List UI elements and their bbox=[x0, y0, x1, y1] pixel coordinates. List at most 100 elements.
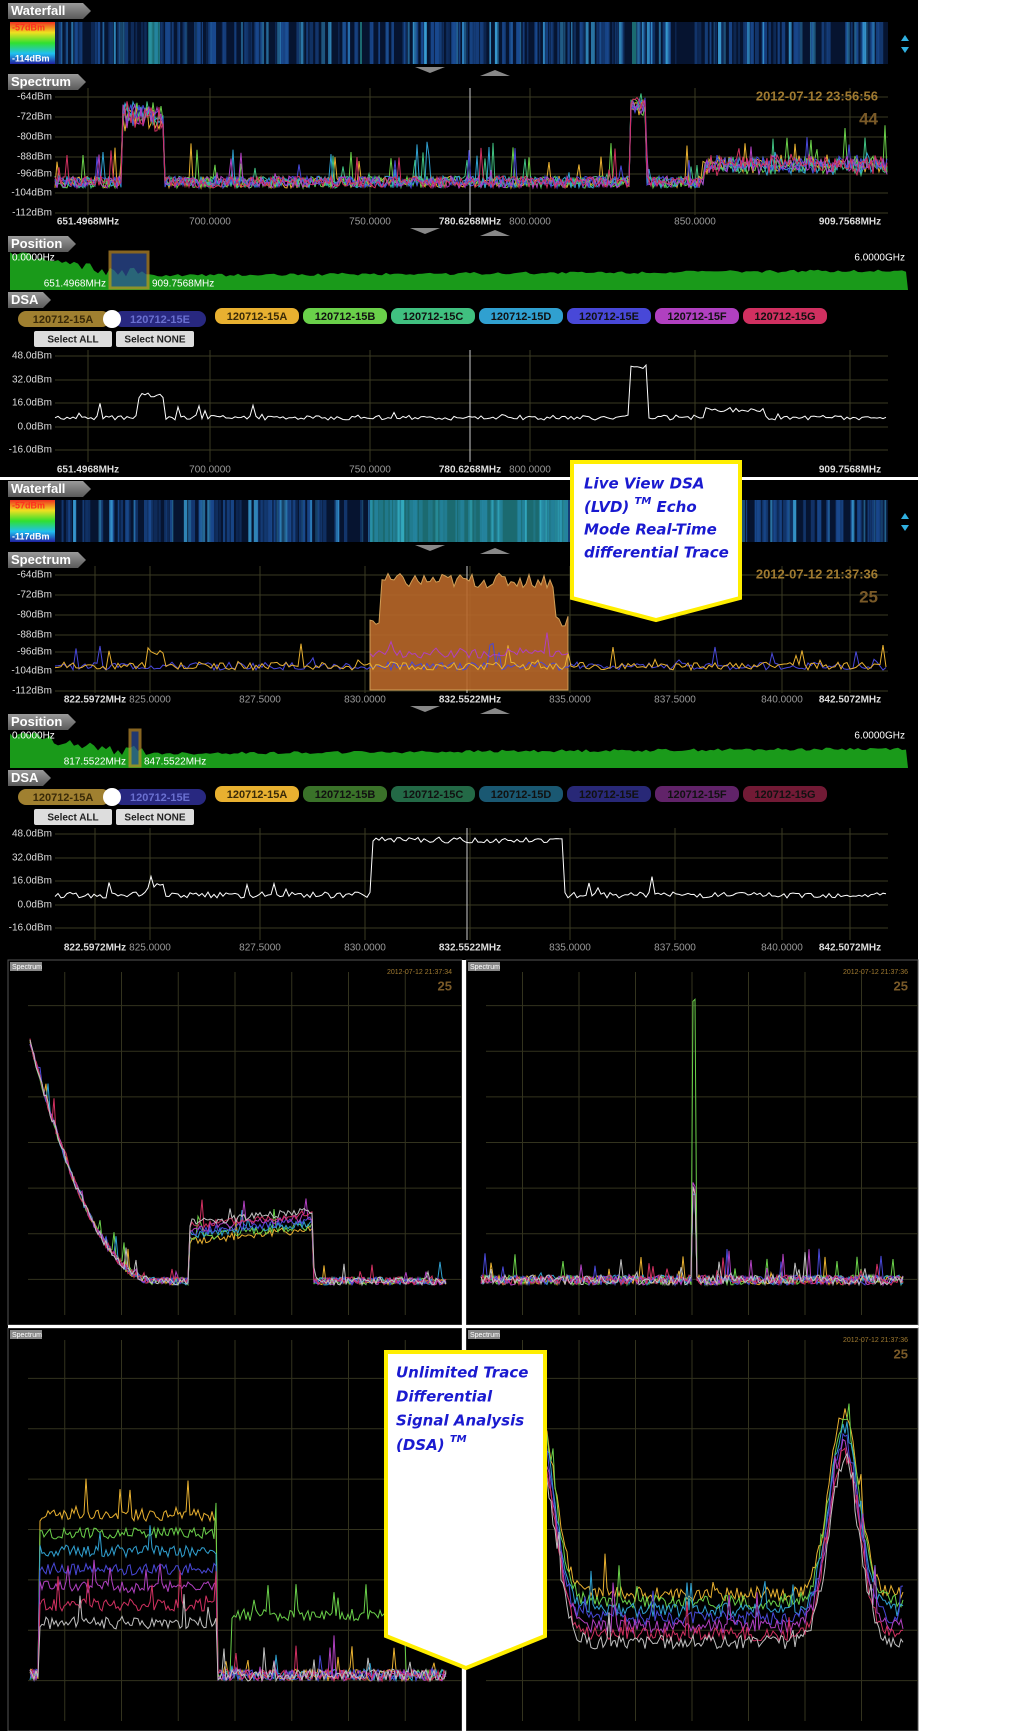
callout-text: (DSA) TM bbox=[396, 1434, 467, 1454]
compare-pill[interactable] bbox=[18, 311, 110, 327]
waterfall-streak bbox=[641, 22, 645, 64]
waterfall-streak bbox=[747, 22, 750, 64]
section-tab-label: DSA bbox=[11, 770, 39, 785]
compare-toggle[interactable] bbox=[103, 310, 121, 328]
scroll-up bbox=[901, 513, 909, 519]
waterfall-streak bbox=[870, 22, 873, 64]
waterfall-streak bbox=[368, 500, 370, 542]
trace-pill-label: 120712-15E bbox=[579, 789, 639, 801]
trace-pill[interactable] bbox=[303, 308, 387, 324]
y-axis-label: 48.0dBm bbox=[12, 829, 52, 840]
callout-text: (LVD) TM Echo bbox=[584, 492, 697, 516]
scale-max: -57dBm bbox=[12, 500, 45, 510]
waterfall-streak bbox=[159, 22, 163, 64]
waterfall-streak bbox=[598, 22, 601, 64]
trace-pill[interactable] bbox=[215, 308, 299, 324]
x-axis-label: 842.5072MHz bbox=[819, 943, 881, 954]
trace-pill[interactable] bbox=[655, 786, 739, 802]
waterfall-streak bbox=[81, 22, 83, 64]
waterfall-streak bbox=[871, 22, 875, 64]
span-start: 651.4968MHz bbox=[44, 279, 106, 290]
scale-min: -117dBm bbox=[12, 531, 50, 541]
trace-pill-label: 120712-15C bbox=[403, 311, 464, 323]
button-label: Select NONE bbox=[124, 813, 185, 824]
waterfall-streak bbox=[240, 22, 243, 64]
y-axis-label: -16.0dBm bbox=[9, 923, 52, 934]
waterfall-streak bbox=[282, 22, 284, 64]
waterfall-streak bbox=[665, 22, 667, 64]
position-stop: 6.0000GHz bbox=[854, 253, 905, 264]
button[interactable] bbox=[34, 331, 112, 347]
callout-box bbox=[570, 460, 742, 623]
trace-pill[interactable] bbox=[391, 308, 475, 324]
trace-pill[interactable] bbox=[479, 786, 563, 802]
waterfall-streak bbox=[60, 22, 63, 64]
section-tab-label: Spectrum bbox=[11, 552, 71, 567]
waterfall-streak bbox=[788, 22, 792, 64]
trace-pill[interactable] bbox=[743, 786, 827, 802]
waterfall-streak bbox=[463, 22, 467, 64]
waterfall-streak bbox=[522, 22, 525, 64]
waterfall-streak bbox=[560, 22, 564, 64]
waterfall-streak bbox=[666, 22, 671, 64]
waterfall-streak bbox=[253, 500, 258, 542]
callout-text: Differential bbox=[396, 1388, 493, 1406]
trace-pill[interactable] bbox=[391, 786, 475, 802]
waterfall-streak bbox=[343, 500, 348, 542]
button[interactable] bbox=[116, 809, 194, 825]
waterfall-streak bbox=[551, 22, 555, 64]
section-tab bbox=[8, 552, 86, 568]
waterfall-streak bbox=[811, 22, 813, 64]
waterfall-band bbox=[360, 22, 362, 64]
section-tab-label: Spectrum bbox=[12, 1332, 42, 1339]
trace-pill[interactable] bbox=[215, 786, 299, 802]
compare-label: 120712-15E bbox=[130, 792, 190, 804]
waterfall-streak bbox=[854, 22, 857, 64]
waterfall-streak bbox=[218, 500, 221, 542]
waterfall-streak bbox=[783, 500, 787, 542]
y-axis-label: -72dBm bbox=[17, 112, 52, 123]
timestamp: 2012-07-12 21:37:36 bbox=[756, 566, 878, 581]
waterfall-streak bbox=[368, 500, 371, 542]
waterfall-band bbox=[632, 22, 636, 64]
compare-pill[interactable] bbox=[18, 789, 110, 805]
trace-pill[interactable] bbox=[743, 308, 827, 324]
section-tab bbox=[10, 962, 42, 971]
waterfall-streak bbox=[743, 22, 747, 64]
button[interactable] bbox=[34, 809, 112, 825]
waterfall-streak bbox=[119, 22, 123, 64]
waterfall-streak bbox=[563, 22, 566, 64]
section-tab-label: Spectrum bbox=[470, 1332, 500, 1339]
waterfall-streak bbox=[881, 500, 883, 542]
section-tab bbox=[8, 74, 86, 90]
trace-pill[interactable] bbox=[479, 308, 563, 324]
button[interactable] bbox=[116, 331, 194, 347]
waterfall-streak bbox=[206, 22, 208, 64]
span-end: 909.7568MHz bbox=[152, 279, 214, 290]
waterfall-streak bbox=[590, 22, 595, 64]
waterfall-streak bbox=[134, 500, 139, 542]
x-axis-label: 850.0000 bbox=[674, 217, 716, 228]
position-stop: 6.0000GHz bbox=[854, 731, 905, 742]
compare-toggle[interactable] bbox=[103, 788, 121, 806]
waterfall-streak bbox=[361, 500, 364, 542]
section-tab bbox=[468, 962, 500, 971]
waterfall-streak bbox=[571, 22, 573, 64]
waterfall-streak bbox=[302, 500, 306, 542]
waterfall-streak bbox=[602, 22, 607, 64]
button-label: Select ALL bbox=[47, 335, 98, 346]
waterfall-streak bbox=[110, 22, 114, 64]
waterfall-streak bbox=[330, 22, 332, 64]
y-axis-label: -104dBm bbox=[11, 188, 52, 199]
x-axis-label: 830.0000 bbox=[344, 695, 386, 706]
waterfall-streak bbox=[284, 500, 289, 542]
compare-pill[interactable] bbox=[114, 789, 206, 805]
compare-pill[interactable] bbox=[114, 311, 206, 327]
trace-pill[interactable] bbox=[303, 786, 387, 802]
waterfall-streak bbox=[354, 22, 359, 64]
trace-pill[interactable] bbox=[655, 308, 739, 324]
trace-pill[interactable] bbox=[567, 308, 651, 324]
trace-pill[interactable] bbox=[567, 786, 651, 802]
waterfall-streak bbox=[796, 22, 799, 64]
waterfall-streak bbox=[777, 500, 779, 542]
